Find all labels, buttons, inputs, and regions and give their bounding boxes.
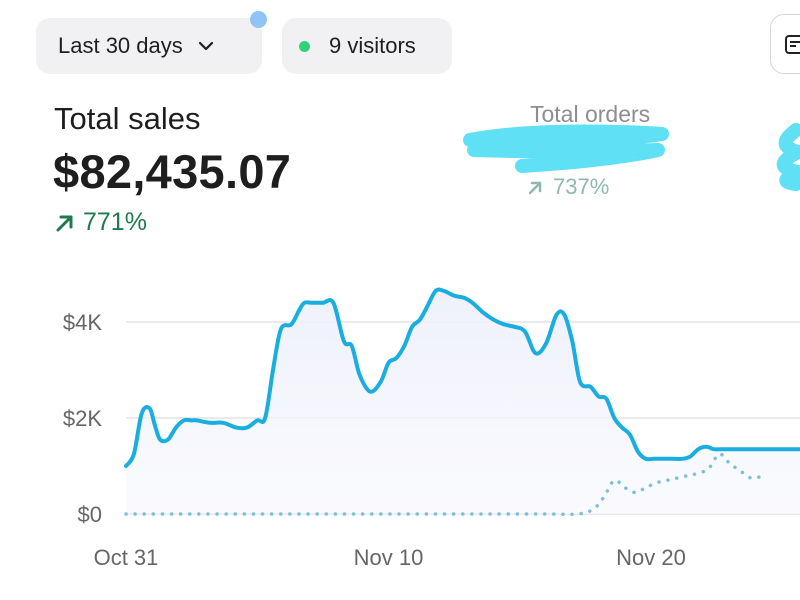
redaction-mark bbox=[463, 124, 669, 173]
x-tick-label: Oct 31 bbox=[94, 545, 159, 570]
total-sales-change: 771% bbox=[55, 208, 147, 237]
total-sales-change-value: 771% bbox=[83, 208, 147, 236]
sales-area-fill bbox=[126, 289, 800, 514]
comparison-series-line bbox=[124, 452, 764, 517]
y-tick-label: $0 bbox=[78, 502, 102, 527]
total-sales-title: Total sales bbox=[54, 101, 201, 136]
notification-dot bbox=[250, 11, 267, 28]
total-orders-change-value: 737% bbox=[553, 174, 610, 199]
arrow-up-right-icon bbox=[528, 181, 542, 194]
x-tick-label: Nov 20 bbox=[616, 545, 686, 570]
total-orders-change: 737% bbox=[528, 174, 609, 200]
live-status-icon bbox=[299, 40, 310, 52]
date-range-dropdown[interactable]: Last 30 days bbox=[36, 18, 262, 74]
date-range-label: Last 30 days bbox=[58, 33, 183, 58]
sales-series-line bbox=[124, 287, 800, 468]
total-orders-title: Total orders bbox=[530, 101, 651, 127]
visitors-count-label: 9 visitors bbox=[329, 33, 416, 58]
x-tick-label: Nov 10 bbox=[354, 545, 424, 570]
toolbar-button[interactable] bbox=[770, 14, 800, 74]
calendar-icon bbox=[785, 35, 800, 54]
total-sales-value: $82,435.07 bbox=[53, 145, 292, 198]
arrow-up-right-icon bbox=[56, 215, 73, 231]
chevron-down-icon bbox=[198, 41, 213, 51]
y-tick-label: $4K bbox=[63, 310, 102, 335]
live-visitors-button[interactable]: 9 visitors bbox=[282, 18, 452, 74]
y-tick-label: $2K bbox=[63, 406, 102, 431]
redaction-mark-right bbox=[776, 123, 800, 191]
